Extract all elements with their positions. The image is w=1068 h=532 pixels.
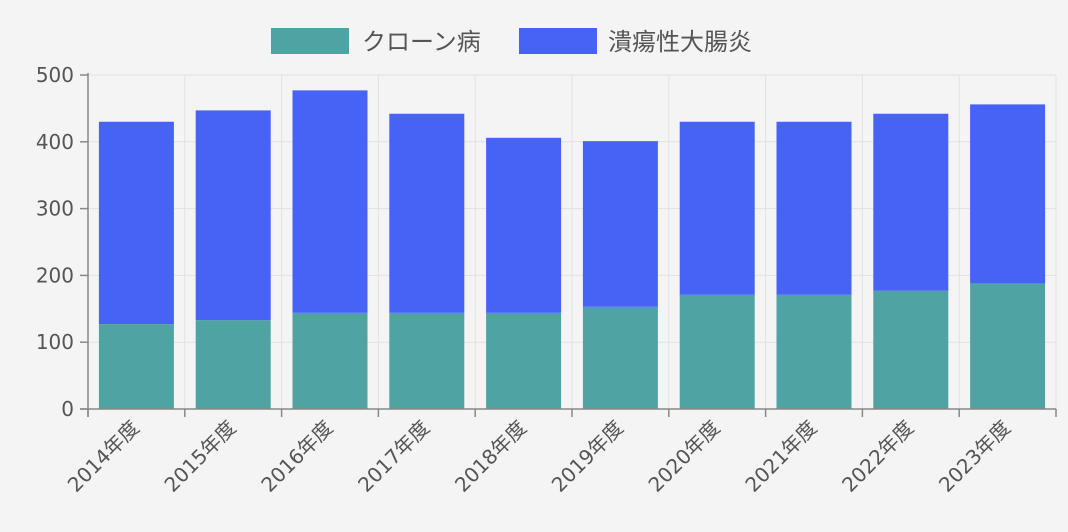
y-tick-label: 500 — [36, 63, 74, 87]
bar-crohns — [292, 312, 368, 409]
bar-crohns — [389, 312, 465, 409]
x-tick-label: 2018年度 — [450, 416, 531, 497]
y-tick-label: 400 — [36, 130, 74, 154]
y-tick-label: 300 — [36, 197, 74, 221]
bar-crohns — [486, 312, 562, 409]
x-tick-label: 2023年度 — [934, 416, 1015, 497]
bar-crohns — [873, 290, 949, 409]
axes — [80, 73, 1057, 417]
bar-crohns — [679, 294, 755, 409]
x-tick-label: 2014年度 — [63, 416, 144, 497]
bar-uc — [582, 141, 658, 307]
y-tick-label: 200 — [36, 263, 74, 287]
bar-uc — [679, 121, 755, 295]
bar-uc — [98, 121, 174, 325]
legend: クローン病 潰瘍性大腸炎 — [271, 28, 752, 56]
y-tick-label: 0 — [61, 397, 74, 421]
legend-swatch-crohns[interactable] — [271, 28, 349, 54]
bar-uc — [776, 121, 852, 295]
bar-crohns — [98, 324, 174, 409]
x-tick-label: 2019年度 — [547, 416, 628, 497]
x-tick-label: 2020年度 — [643, 416, 724, 497]
x-tick-label: 2016年度 — [256, 416, 337, 497]
bar-uc — [195, 110, 271, 321]
bar-uc — [970, 104, 1046, 284]
x-tick-label: 2021年度 — [740, 416, 821, 497]
bar-crohns — [195, 320, 271, 409]
x-tick-label: 2022年度 — [837, 416, 918, 497]
bar-crohns — [970, 283, 1046, 409]
bar-crohns — [582, 306, 658, 409]
bar-uc — [292, 90, 368, 313]
bar-uc — [873, 113, 949, 291]
y-tick-label: 100 — [36, 330, 74, 354]
bar-uc — [389, 113, 465, 313]
y-tick-labels: 0 100 200 300 400 500 — [36, 63, 74, 421]
x-tick-label: 2015年度 — [159, 416, 240, 497]
bar-crohns — [776, 294, 852, 409]
legend-label-crohns[interactable]: クローン病 — [362, 28, 481, 56]
x-tick-labels: 2014年度 2015年度 2016年度 2017年度 2018年度 2019年度 2020… — [63, 416, 1015, 497]
legend-swatch-uc[interactable] — [519, 28, 597, 54]
x-tick-label: 2017年度 — [353, 416, 434, 497]
bar-uc — [486, 137, 562, 313]
bars — [98, 90, 1046, 409]
legend-label-uc[interactable]: 潰瘍性大腸炎 — [608, 28, 752, 56]
